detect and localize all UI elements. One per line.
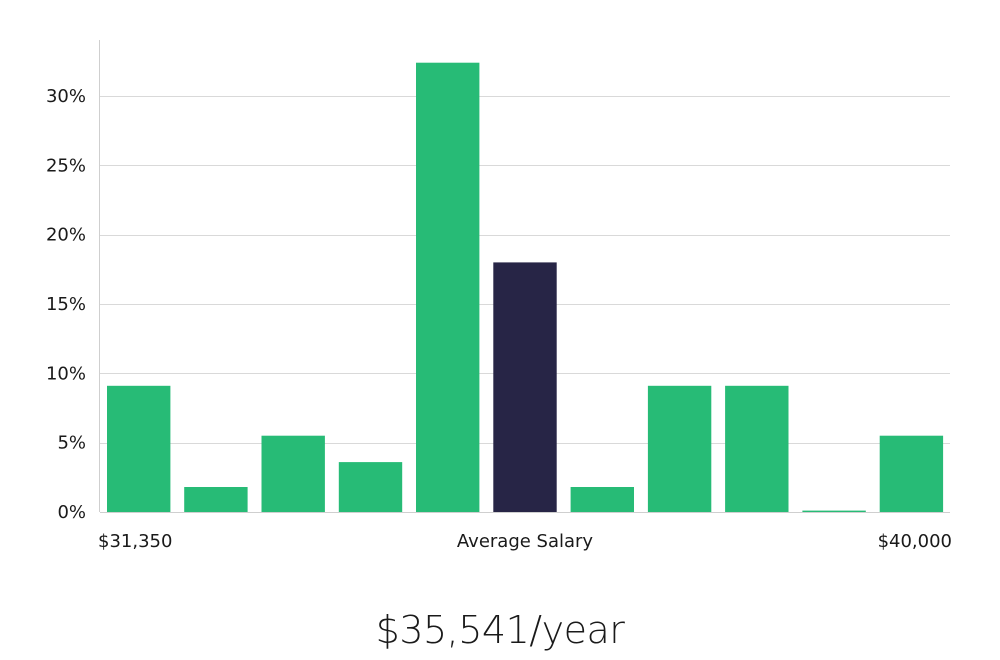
y-tick-label: 0% <box>57 502 86 523</box>
bar <box>802 510 866 512</box>
bar-average-salary <box>493 262 557 512</box>
y-tick-label: 15% <box>46 294 86 315</box>
bar <box>338 462 403 512</box>
bar <box>261 435 325 512</box>
y-tick-label: 10% <box>46 363 86 384</box>
bar <box>879 435 944 512</box>
bar <box>416 62 480 512</box>
x-label-average: Average Salary <box>457 531 594 552</box>
x-label-max: $40,000 <box>878 531 952 552</box>
bar <box>570 487 634 512</box>
bar <box>725 385 789 512</box>
bar <box>647 385 712 512</box>
bar <box>107 385 171 512</box>
x-label-min: $31,350 <box>98 531 172 552</box>
bars <box>107 62 944 512</box>
salary-histogram: 0% 5% 10% 15% 20% 25% 30% $31,350 Average Sala… <box>46 40 952 552</box>
y-tick-labels: 0% 5% 10% 15% 20% 25% 30% <box>46 86 86 523</box>
y-tick-label: 5% <box>57 433 86 454</box>
y-tick-label: 20% <box>46 225 86 246</box>
y-tick-label: 25% <box>46 155 86 176</box>
bar <box>184 487 248 512</box>
average-salary-summary: $35,541/year <box>375 608 625 652</box>
y-tick-label: 30% <box>46 86 86 107</box>
